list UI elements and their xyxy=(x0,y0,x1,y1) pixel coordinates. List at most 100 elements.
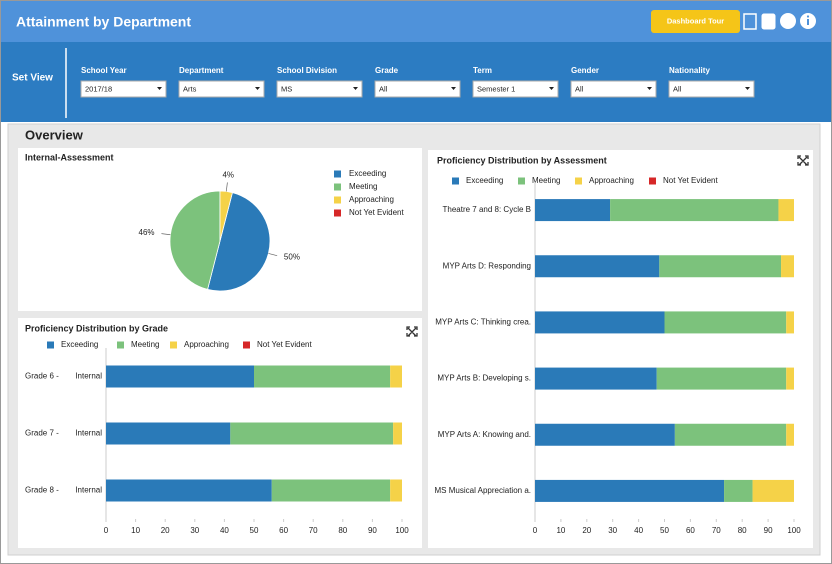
bar-segment xyxy=(786,423,794,446)
filter-label: Department xyxy=(179,66,224,75)
icon-info-mark xyxy=(807,19,809,25)
bar-segment xyxy=(106,479,272,502)
y-tick-label: MYP Arts A: Knowing and. xyxy=(438,430,531,439)
chart-title: Proficiency Distribution by Assessment xyxy=(437,155,607,165)
legend-label: Meeting xyxy=(532,176,560,185)
legend-label: Exceeding xyxy=(349,169,386,178)
pie-label: 46% xyxy=(139,228,155,237)
legend-label: Exceeding xyxy=(61,340,98,349)
y-tick-label: Internal xyxy=(75,486,102,495)
filter-value[interactable]: Semester 1 xyxy=(477,84,515,93)
filter-select[interactable] xyxy=(178,80,265,98)
bar-segment xyxy=(390,365,402,388)
icon-exit[interactable] xyxy=(780,13,796,29)
legend-swatch xyxy=(334,209,341,217)
pie-slice xyxy=(219,190,233,242)
filter-value[interactable]: All xyxy=(673,84,682,93)
bar-segment xyxy=(393,422,402,445)
overview-title: Overview xyxy=(25,127,84,142)
icon-list[interactable] xyxy=(743,13,757,30)
bar-segment xyxy=(535,255,660,278)
filter-value[interactable]: MS xyxy=(281,84,292,93)
x-tick-label: 10 xyxy=(556,526,565,535)
x-tick-label: 0 xyxy=(104,526,109,535)
y-tick-label: MYP Arts B: Developing s. xyxy=(437,374,531,383)
expand-icon[interactable] xyxy=(406,326,418,337)
bar-segment xyxy=(610,199,779,222)
filter-label: School Year xyxy=(81,66,127,75)
tour-button-label[interactable]: Dashboard Tour xyxy=(667,16,724,25)
x-tick-label: 70 xyxy=(712,526,721,535)
bar-segment xyxy=(786,311,794,334)
header-icons xyxy=(743,13,816,30)
leader-line xyxy=(225,182,228,192)
bar-segment xyxy=(271,479,391,502)
filter-select[interactable] xyxy=(374,80,461,98)
x-tick-label: 40 xyxy=(634,526,643,535)
filter-value[interactable]: All xyxy=(379,84,388,93)
filter-value[interactable]: All xyxy=(575,84,584,93)
set-view-label: Set View xyxy=(12,73,53,84)
filter-select[interactable] xyxy=(80,80,167,98)
legend-swatch xyxy=(649,177,656,185)
bar-segment xyxy=(659,255,782,278)
bar-segment xyxy=(664,311,787,334)
y-tick-label: Internal xyxy=(75,372,102,381)
legend-swatch xyxy=(575,177,582,185)
filter-value[interactable]: Arts xyxy=(183,84,197,93)
expand-glyph[interactable] xyxy=(797,155,809,166)
icon-save[interactable] xyxy=(761,13,776,30)
legend-swatch xyxy=(334,196,341,204)
legend-swatch xyxy=(170,341,177,349)
filter-select[interactable] xyxy=(570,80,657,98)
group-label: Grade 7 - xyxy=(25,429,59,438)
x-tick-label: 100 xyxy=(395,526,409,535)
bar-segment xyxy=(535,479,725,502)
filter-label: Gender xyxy=(571,66,599,75)
filter-value[interactable]: 2017/18 xyxy=(85,84,112,93)
bar-segment xyxy=(786,367,794,390)
bar-segment xyxy=(752,479,794,502)
legend-label: Not Yet Evident xyxy=(349,208,404,217)
filter-label: Nationality xyxy=(669,66,710,75)
x-tick-label: 50 xyxy=(250,526,259,535)
y-tick-label: Internal xyxy=(75,429,102,438)
legend-label: Approaching xyxy=(589,176,634,185)
x-tick-label: 90 xyxy=(764,526,773,535)
x-tick-label: 60 xyxy=(686,526,695,535)
x-tick-label: 50 xyxy=(660,526,669,535)
x-tick-label: 40 xyxy=(220,526,229,535)
legend-label: Approaching xyxy=(184,340,229,349)
y-tick-label: MYP Arts C: Thinking crea. xyxy=(435,318,531,327)
bar-segment xyxy=(535,311,665,334)
x-tick-label: 90 xyxy=(368,526,377,535)
legend-swatch xyxy=(452,177,459,185)
legend-label: Not Yet Evident xyxy=(257,340,312,349)
icon-info-dot xyxy=(806,15,810,18)
tour-button[interactable] xyxy=(651,10,740,33)
x-tick-label: 70 xyxy=(309,526,318,535)
x-tick-label: 10 xyxy=(131,526,140,535)
select-arrow xyxy=(353,87,358,90)
select-arrow xyxy=(745,87,750,90)
filter-select[interactable] xyxy=(472,80,559,98)
legend-label: Approaching xyxy=(349,195,394,204)
filter-select[interactable] xyxy=(276,80,363,98)
pie-label: 50% xyxy=(284,253,300,262)
expand-icon[interactable] xyxy=(797,155,809,166)
pie-label: 4% xyxy=(222,171,234,180)
bar-segment xyxy=(535,367,657,390)
filter-select[interactable] xyxy=(668,80,755,98)
bar-segment xyxy=(390,479,402,502)
filter-label: Term xyxy=(473,66,492,75)
group-label: Grade 6 - xyxy=(25,372,59,381)
legend-swatch xyxy=(243,341,250,349)
x-tick-label: 20 xyxy=(161,526,170,535)
legend-swatch xyxy=(117,341,124,349)
x-tick-label: 30 xyxy=(608,526,617,535)
expand-glyph[interactable] xyxy=(406,326,418,337)
x-tick-label: 60 xyxy=(279,526,288,535)
leader-line xyxy=(268,253,278,257)
